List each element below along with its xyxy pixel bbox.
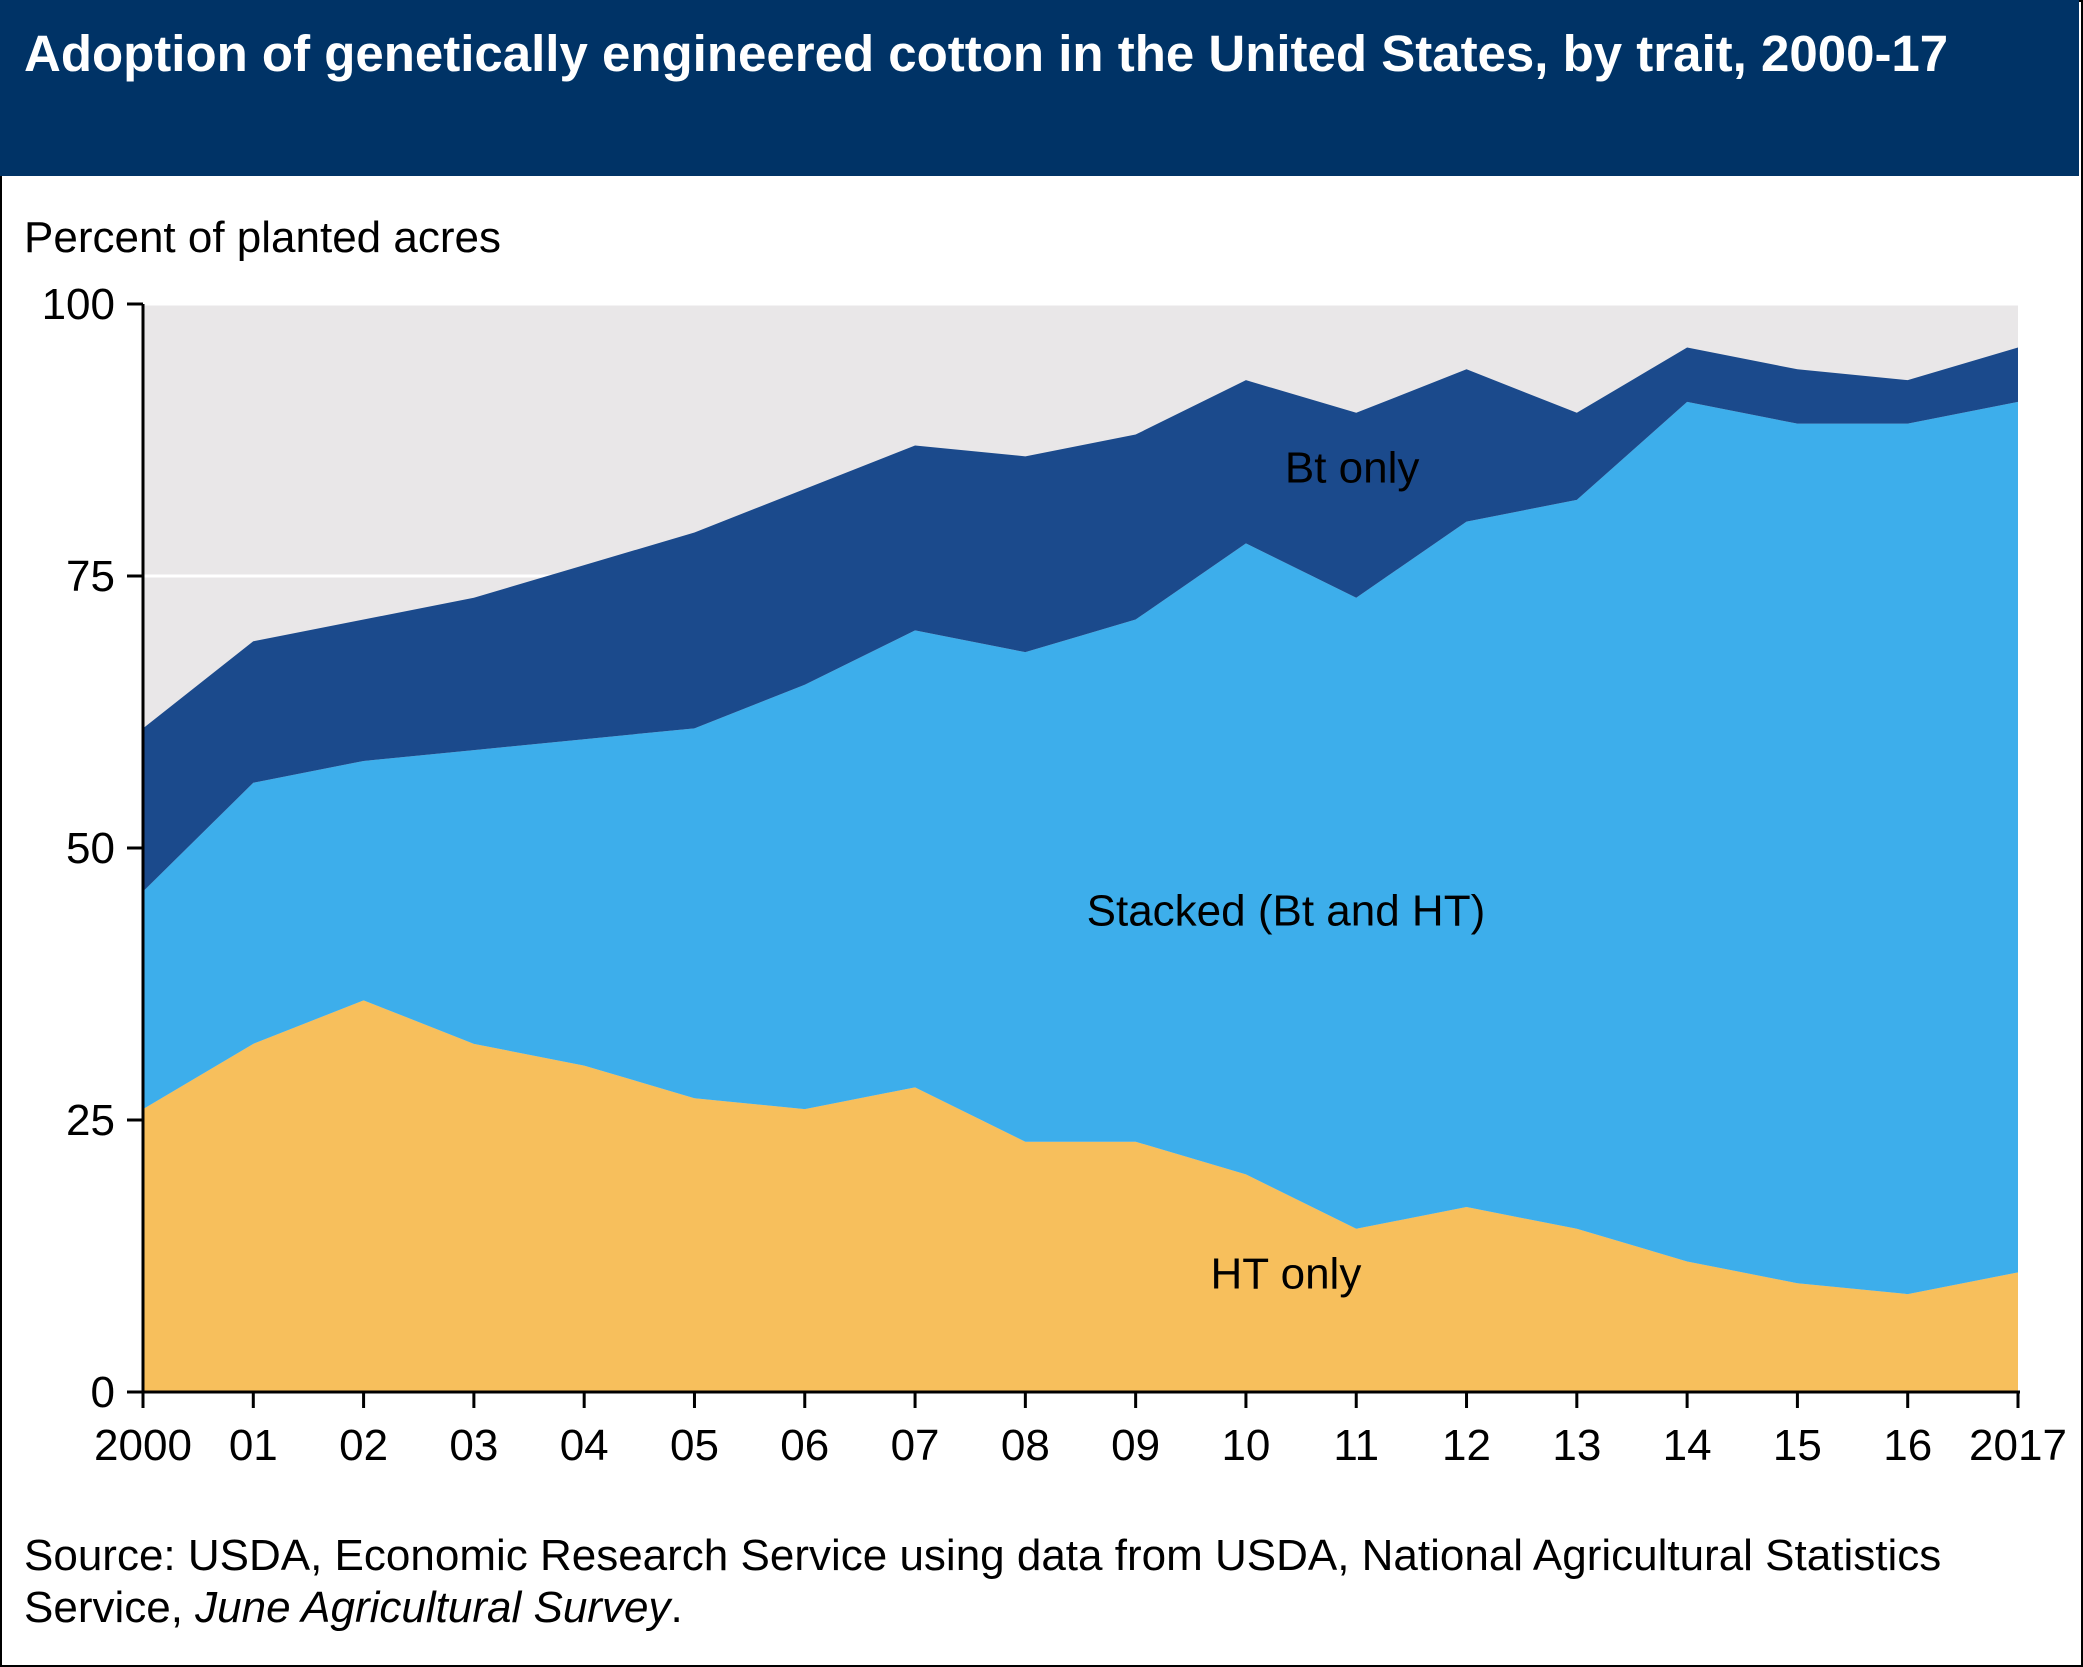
- y-tick-label: 75: [66, 552, 115, 601]
- series-labels: HT only Stacked (Bt and HT) Bt only: [1087, 444, 1486, 1299]
- x-tick-label: 09: [1111, 1421, 1160, 1470]
- x-tick-label: 13: [1552, 1421, 1601, 1470]
- x-tick-label: 02: [339, 1421, 388, 1470]
- x-tick-labels: 2000 01 02 03 04 05 06 07 08 09 10 11 12 13 14 15 16 2017: [94, 1421, 2067, 1470]
- x-tick-label: 07: [891, 1421, 940, 1470]
- series-label-bt-only: Bt only: [1285, 444, 1420, 493]
- x-tick-label: 2017: [1969, 1421, 2067, 1470]
- x-tick-label: 12: [1442, 1421, 1491, 1470]
- x-tick-label: 15: [1773, 1421, 1822, 1470]
- source-suffix: .: [670, 1583, 683, 1632]
- x-tick-label: 08: [1001, 1421, 1050, 1470]
- area-bt-only: [143, 347, 2018, 892]
- chart-title: Adoption of genetically engineered cotto…: [24, 25, 1949, 82]
- axes: [127, 302, 2020, 1408]
- x-tick-label: 04: [560, 1421, 609, 1470]
- source-note: Source: USDA, Economic Research Service …: [24, 1530, 2054, 1634]
- source-publication: June Agricultural Survey: [195, 1583, 671, 1632]
- y-tick-label: 0: [91, 1368, 115, 1417]
- source-text: Source: USDA, Economic Research Service …: [24, 1531, 1942, 1632]
- x-tick-label: 2000: [94, 1421, 192, 1470]
- y-axis-label: Percent of planted acres: [24, 213, 501, 262]
- x-tick-label: 06: [780, 1421, 829, 1470]
- area-stacked-bt-and-ht: [143, 401, 2018, 1295]
- y-tick-label: 50: [66, 824, 115, 873]
- series-label-stacked-bt-and-ht: Stacked (Bt and HT): [1087, 886, 1486, 935]
- x-tick-label: 16: [1883, 1421, 1932, 1470]
- area-series-group: [143, 347, 2018, 1392]
- x-tick-label: 10: [1221, 1421, 1270, 1470]
- series-label-ht-only: HT only: [1211, 1249, 1362, 1298]
- x-tick-label: 03: [449, 1421, 498, 1470]
- x-tick-label: 05: [670, 1421, 719, 1470]
- y-tick-label: 100: [42, 280, 115, 329]
- area-ht-only: [143, 1000, 2018, 1392]
- y-tick-label: 25: [66, 1096, 115, 1145]
- x-tick-label: 01: [229, 1421, 278, 1470]
- title-bar: Adoption of genetically engineered cotto…: [0, 0, 2079, 176]
- x-tick-label: 11: [1333, 1421, 1379, 1470]
- y-tick-labels: 0 25 50 75 100: [42, 280, 115, 1417]
- x-tick-label: 14: [1663, 1421, 1712, 1470]
